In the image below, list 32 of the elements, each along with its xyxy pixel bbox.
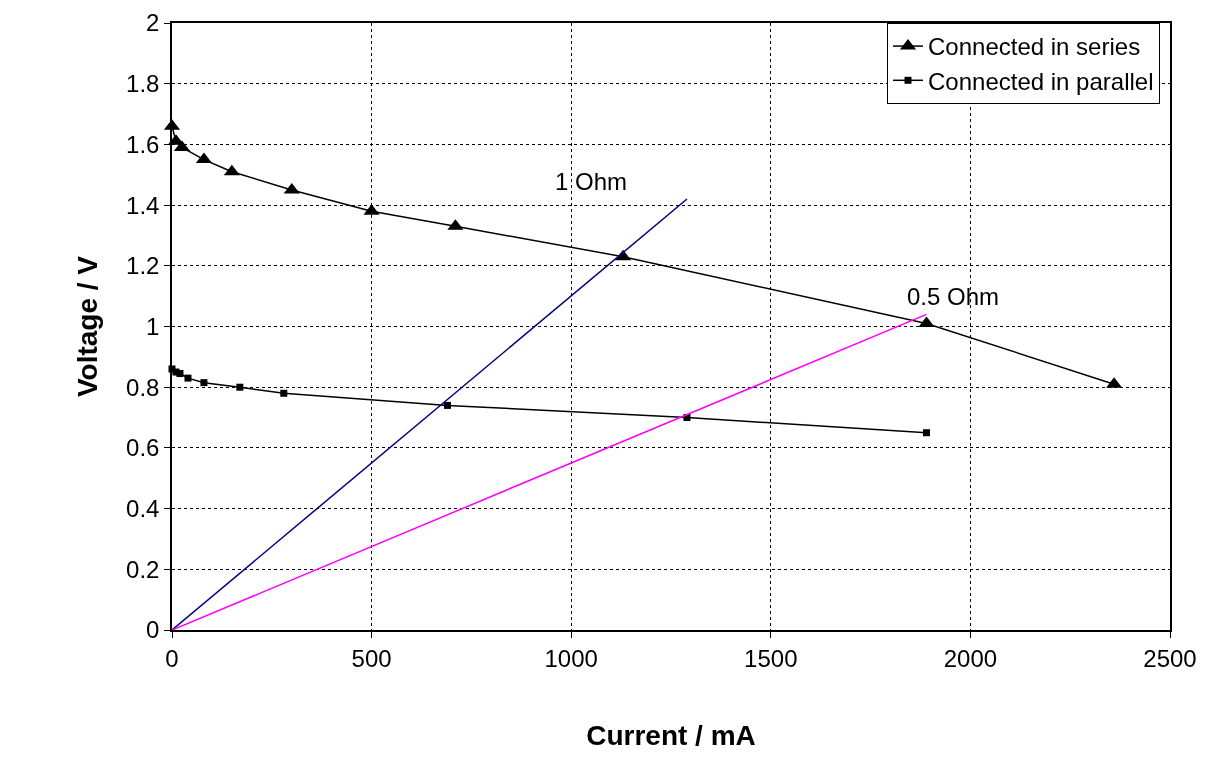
point	[443, 401, 451, 409]
y-tick-label: 2	[146, 9, 160, 37]
annotation: 1 Ohm	[555, 168, 628, 195]
point	[223, 164, 240, 176]
y-tick-label: 0.2	[126, 555, 160, 583]
y-tick-label: 0	[146, 616, 160, 644]
y-tick-label: 0.6	[126, 434, 160, 462]
x-tick-label: 0	[165, 644, 179, 672]
point	[200, 379, 208, 387]
y-tick-label: 1.6	[126, 130, 160, 158]
x-tick-label: 1000	[544, 644, 598, 672]
point	[176, 370, 184, 378]
annotation: 0.5 Ohm	[907, 283, 1000, 310]
point	[184, 374, 192, 382]
y-tick-label: 1	[146, 312, 160, 340]
y-tick-label: 0.8	[126, 373, 160, 401]
x-tick-label: 2000	[943, 644, 998, 672]
x-tick-label: 1500	[744, 644, 798, 672]
x-tick-label: 2500	[1143, 644, 1197, 672]
point	[280, 389, 288, 397]
y-tick-label: 1.2	[126, 252, 160, 280]
point	[283, 182, 300, 194]
point	[236, 383, 244, 391]
y-tick-label: 1.8	[126, 70, 160, 98]
x-tick-label: 500	[351, 644, 392, 672]
y-axis-title: Voltage / V	[72, 255, 104, 398]
x-axis-title: Current / mA	[586, 720, 756, 752]
legend-label: Connected in parallel	[928, 67, 1154, 95]
legend-label: Connected in series	[928, 33, 1141, 61]
point	[922, 429, 930, 437]
y-tick-label: 1.4	[126, 191, 160, 219]
y-tick-label: 0.4	[126, 495, 160, 522]
